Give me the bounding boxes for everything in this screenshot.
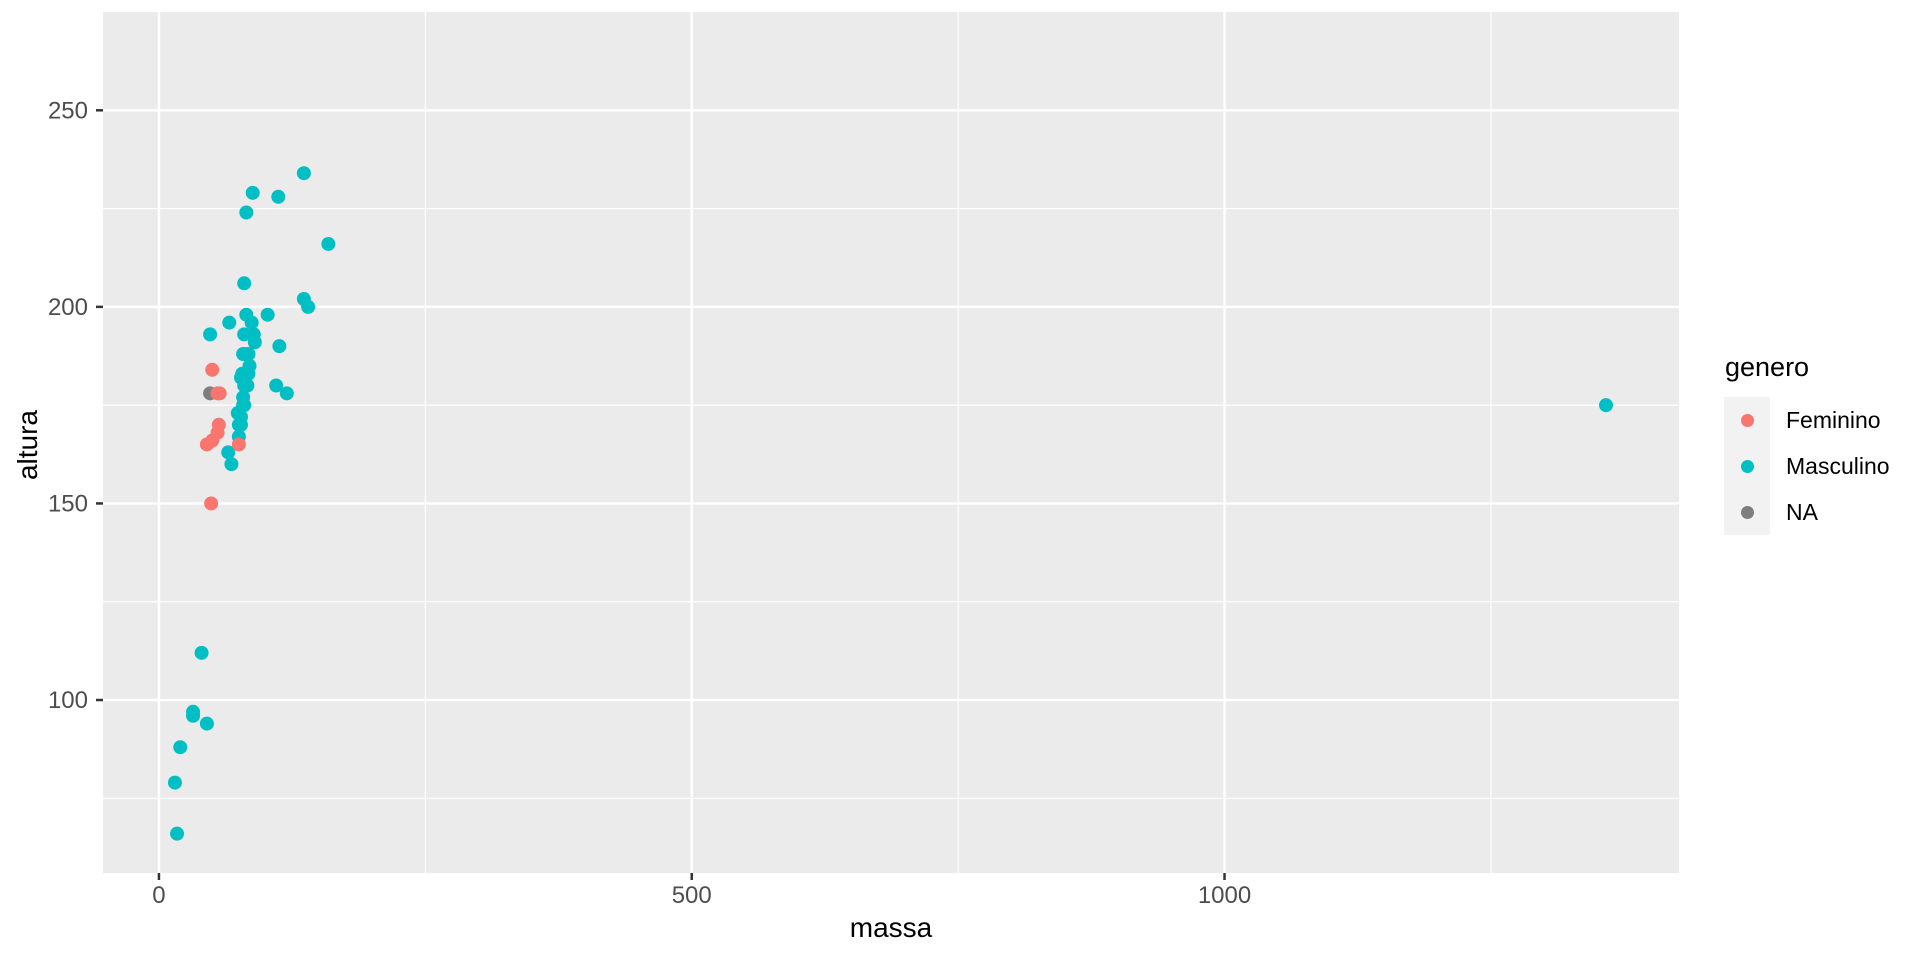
data-point-masculino — [173, 740, 188, 755]
data-point-masculino — [301, 299, 316, 314]
data-point-masculino — [1599, 398, 1614, 413]
data-point-masculino — [296, 166, 311, 181]
data-point-masculino — [236, 366, 251, 381]
data-point-masculino — [279, 386, 294, 401]
legend-entry-masculino: Masculino — [1724, 443, 1890, 489]
x-tick-label: 0 — [152, 882, 165, 909]
data-point-masculino — [245, 185, 260, 200]
data-point-masculino — [272, 339, 287, 354]
data-point-masculino — [199, 716, 214, 731]
y-tick-label: 200 — [48, 294, 88, 321]
data-point-masculino — [231, 417, 246, 432]
plot-panel — [103, 12, 1679, 873]
x-tick-label: 1000 — [1198, 882, 1251, 909]
data-point-masculino — [244, 315, 259, 330]
y-tick-label: 150 — [48, 490, 88, 517]
legend-label-masculino: Masculino — [1786, 452, 1890, 479]
data-point-masculino — [237, 327, 252, 342]
y-tick-label: 250 — [48, 97, 88, 124]
legend-entry-na: NA — [1724, 489, 1890, 535]
data-point-feminino — [212, 386, 227, 401]
legend-keybox — [1724, 443, 1770, 489]
data-point-masculino — [203, 327, 218, 342]
data-point-masculino — [167, 775, 182, 790]
data-point-masculino — [222, 315, 237, 330]
data-point-masculino — [194, 645, 209, 660]
legend-entry-feminino: Feminino — [1724, 397, 1890, 443]
y-axis-title: altura — [12, 409, 43, 481]
x-axis-title: massa — [849, 912, 933, 943]
legend-title: genero — [1725, 352, 1810, 382]
feminino-point-icon — [1740, 413, 1754, 427]
data-point-masculino — [247, 335, 262, 350]
data-point-masculino — [240, 378, 255, 393]
data-point-masculino — [170, 826, 185, 841]
data-point-feminino — [231, 437, 246, 452]
data-point-masculino — [271, 189, 286, 204]
na-point-icon — [1740, 505, 1754, 519]
data-point-masculino — [237, 276, 252, 291]
data-point-feminino — [210, 425, 225, 440]
x-tick-label: 500 — [672, 882, 712, 909]
y-tick-label: 100 — [48, 687, 88, 714]
legend: genero Feminino Masculino NA — [1724, 352, 1890, 535]
data-point-masculino — [260, 307, 275, 322]
legend-label-feminino: Feminino — [1786, 406, 1881, 433]
masculino-point-icon — [1740, 459, 1754, 473]
data-point-masculino — [236, 347, 251, 362]
legend-label-na: NA — [1786, 498, 1818, 525]
legend-keybox — [1724, 397, 1770, 443]
data-point-masculino — [239, 205, 254, 220]
data-point-masculino — [221, 445, 236, 460]
data-point-masculino — [186, 704, 201, 719]
data-point-feminino — [205, 362, 220, 377]
data-point-masculino — [224, 457, 239, 472]
data-point-masculino — [237, 398, 252, 413]
legend-keybox — [1724, 489, 1770, 535]
data-point-masculino — [321, 236, 336, 251]
data-point-feminino — [204, 496, 219, 511]
data-point-masculino — [269, 378, 284, 393]
